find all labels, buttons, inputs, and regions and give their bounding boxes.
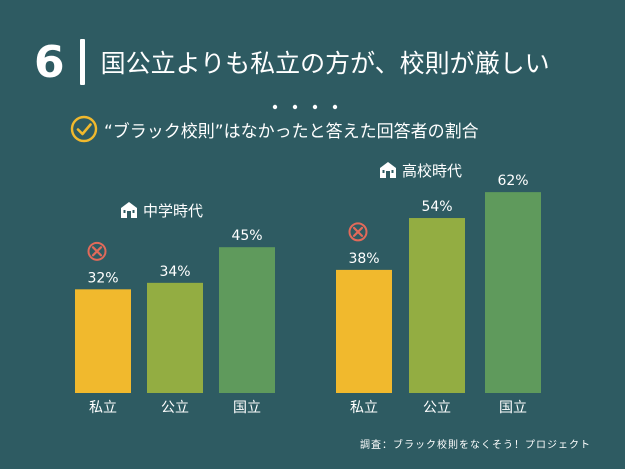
category-label: 公立 (423, 400, 451, 416)
x-circle-icon (348, 222, 368, 242)
bar (485, 192, 541, 393)
data-label: 62% (497, 173, 528, 189)
emphasis-dots (272, 104, 338, 110)
bar (409, 218, 465, 393)
chart-group-title: 中学時代 (143, 202, 203, 220)
data-label: 32% (87, 270, 118, 286)
page-title: 国公立よりも私立の方が、校則が厳しい (100, 49, 550, 78)
school-building-icon (121, 202, 137, 218)
x-circle-icon (87, 241, 107, 261)
bar (75, 289, 131, 393)
category-label: 公立 (161, 400, 189, 416)
bar (147, 282, 203, 393)
school-building-icon (380, 162, 396, 178)
data-label: 54% (421, 199, 452, 215)
category-label: 私立 (350, 400, 378, 416)
data-label: 34% (159, 264, 190, 280)
category-label: 国立 (233, 400, 261, 416)
bar (336, 269, 392, 393)
category-label: 私立 (89, 400, 117, 416)
chart-group-title: 高校時代 (402, 162, 462, 180)
category-label: 国立 (499, 400, 527, 416)
header: 6 国公立よりも私立の方が、校則が厳しい (34, 34, 550, 90)
title-divider (79, 39, 85, 85)
data-label: 38% (348, 251, 379, 267)
section-number: 6 (34, 36, 66, 88)
chart-subtitle: “ブラック校則”はなかったと答えた回答者の割合 (104, 121, 479, 142)
source-note: 調査：ブラック校則をなくそう！プロジェクト (360, 440, 591, 451)
data-label: 45% (231, 228, 262, 244)
bar (219, 247, 275, 393)
check-circle-icon (70, 115, 98, 143)
subtitle-row: “ブラック校則”はなかったと答えた回答者の割合 (70, 115, 479, 143)
